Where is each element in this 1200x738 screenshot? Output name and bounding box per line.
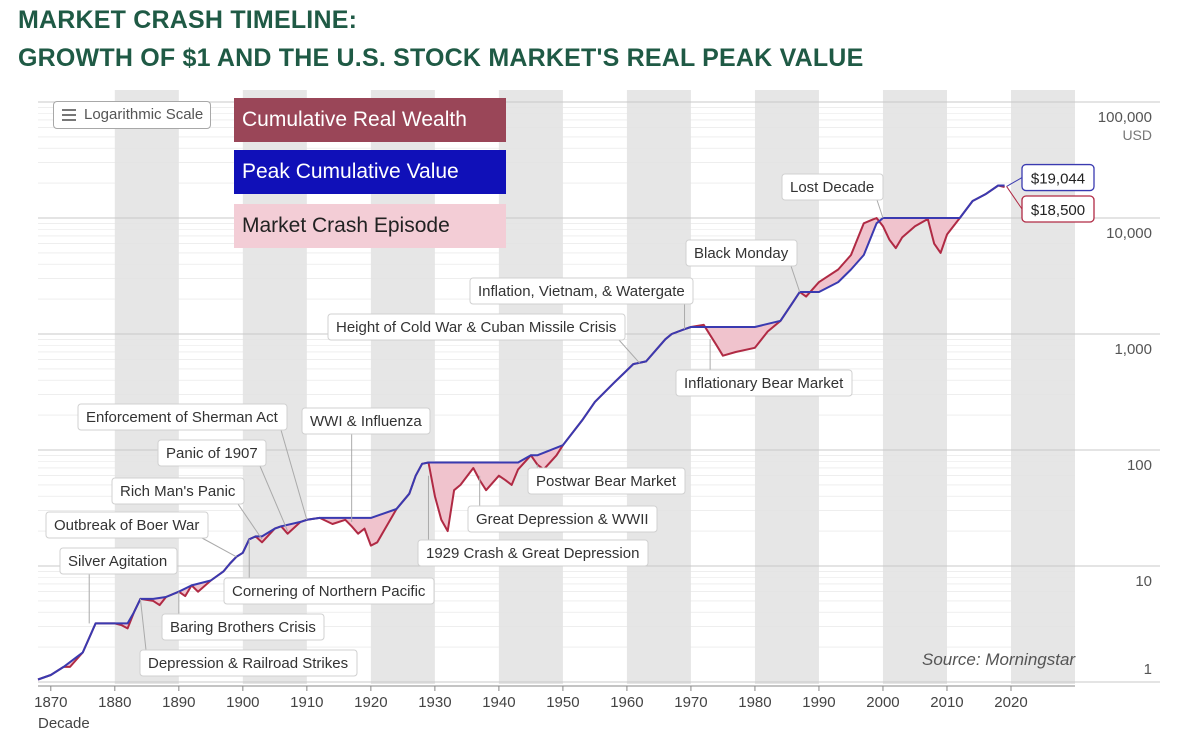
annotation-label: Inflationary Bear Market: [684, 375, 844, 392]
annotation-label: Height of Cold War & Cuban Missile Crisi…: [336, 319, 616, 336]
annotation-box: [59, 547, 178, 575]
annotation-label: Lost Decade: [790, 179, 874, 196]
source-note: Source: Morningstar: [922, 650, 1076, 669]
x-tick-label: 1990: [802, 694, 835, 711]
annotation-box: [223, 577, 435, 605]
value-callout-label: $18,500: [1031, 202, 1085, 219]
annotation-box: [139, 649, 358, 677]
x-tick-label: 1870: [34, 694, 67, 711]
annotation-box: [161, 613, 325, 641]
annotation-box: [157, 439, 267, 467]
legend-market-crash-episode: Market Crash Episode: [234, 204, 506, 248]
annotation-box: [417, 539, 649, 567]
decade-band-1880: [114, 90, 179, 684]
y-tick-label: 100,000: [1098, 109, 1152, 126]
annotation-label: Postwar Bear Market: [536, 473, 677, 490]
peak-cumulative-value-line: [37, 184, 1005, 681]
annotation-box: [327, 313, 626, 341]
annotation-leader: [618, 339, 641, 364]
x-tick-label: 1970: [674, 694, 707, 711]
chart-title-line-2: GROWTH OF $1 AND THE U.S. STOCK MARKET'S…: [18, 44, 864, 72]
annotation-box: [467, 505, 658, 533]
x-tick-label: 1980: [738, 694, 771, 711]
y-tick-label: 100: [1127, 457, 1152, 474]
annotation-leader: [259, 465, 289, 532]
annotation-label: Cornering of Northern Pacific: [232, 583, 426, 600]
annotation-label: Black Monday: [694, 245, 789, 262]
decade-band-1940: [498, 90, 563, 684]
annotation-label: Baring Brothers Crisis: [170, 619, 316, 636]
annotation-label: 1929 Crash & Great Depression: [426, 545, 639, 562]
list-icon: [62, 109, 76, 121]
annotation-leader: [237, 503, 263, 540]
x-tick-label: 2010: [930, 694, 963, 711]
annotation-label: Depression & Railroad Strikes: [148, 655, 348, 672]
y-tick-label: 1,000: [1114, 341, 1152, 358]
x-tick-label: 2020: [994, 694, 1027, 711]
x-tick-label: 1890: [162, 694, 195, 711]
annotation-leader: [139, 598, 147, 651]
x-axis-label: Decade: [38, 715, 90, 732]
annotation-box: [781, 173, 884, 201]
annotation-box: [77, 403, 288, 431]
callout-connector: [1006, 177, 1023, 187]
x-tick-label: 1920: [354, 694, 387, 711]
legend-cumulative-real-wealth: Cumulative Real Wealth: [234, 98, 506, 142]
annotation-label: Outbreak of Boer War: [54, 517, 199, 534]
annotation-leader: [790, 265, 801, 293]
y-tick-label: 1: [1144, 661, 1152, 678]
x-tick-label: 1940: [482, 694, 515, 711]
value-callout-box: [1021, 195, 1095, 223]
annotation-box: [469, 277, 694, 305]
annotation-leader: [280, 429, 308, 520]
cumulative-real-wealth-line: [37, 184, 1005, 681]
x-tick-label: 1910: [290, 694, 323, 711]
x-tick-label: 1900: [226, 694, 259, 711]
y-axis-unit-label: USD: [1122, 127, 1152, 143]
legend-peak-cumulative-value: Peak Cumulative Value: [234, 150, 506, 194]
annotation-box: [527, 467, 686, 495]
annotation-label: Enforcement of Sherman Act: [86, 409, 279, 426]
y-tick-label: 10: [1135, 573, 1152, 590]
x-tick-label: 1960: [610, 694, 643, 711]
logarithmic-scale-toggle[interactable]: Logarithmic Scale: [53, 101, 211, 129]
annotation-label: Great Depression & WWII: [476, 511, 649, 528]
annotation-label: Silver Agitation: [68, 553, 167, 570]
x-tick-label: 1950: [546, 694, 579, 711]
annotation-box: [685, 239, 798, 267]
y-tick-label: 10,000: [1106, 225, 1152, 242]
x-tick-label: 1880: [98, 694, 131, 711]
annotation-box: [45, 511, 209, 539]
x-tick-label: 2000: [866, 694, 899, 711]
value-callout-box: [1021, 163, 1095, 192]
annotation-box: [675, 369, 853, 397]
decade-band-2000: [882, 90, 947, 684]
callout-connector: [1006, 186, 1023, 210]
annotation-label: Panic of 1907: [166, 445, 258, 462]
chart-title-line-1: MARKET CRASH TIMELINE:: [18, 6, 358, 34]
annotation-leader: [876, 199, 884, 219]
value-callout-label: $19,044: [1031, 171, 1085, 188]
annotation-label: Inflation, Vietnam, & Watergate: [478, 283, 685, 300]
annotation-label: Rich Man's Panic: [120, 483, 236, 500]
annotation-box: [301, 407, 431, 435]
annotation-label: WWI & Influenza: [310, 413, 422, 430]
annotation-box: [111, 477, 245, 505]
logarithmic-scale-label: Logarithmic Scale: [84, 106, 204, 123]
annotation-leader: [201, 537, 237, 558]
x-tick-label: 1930: [418, 694, 451, 711]
